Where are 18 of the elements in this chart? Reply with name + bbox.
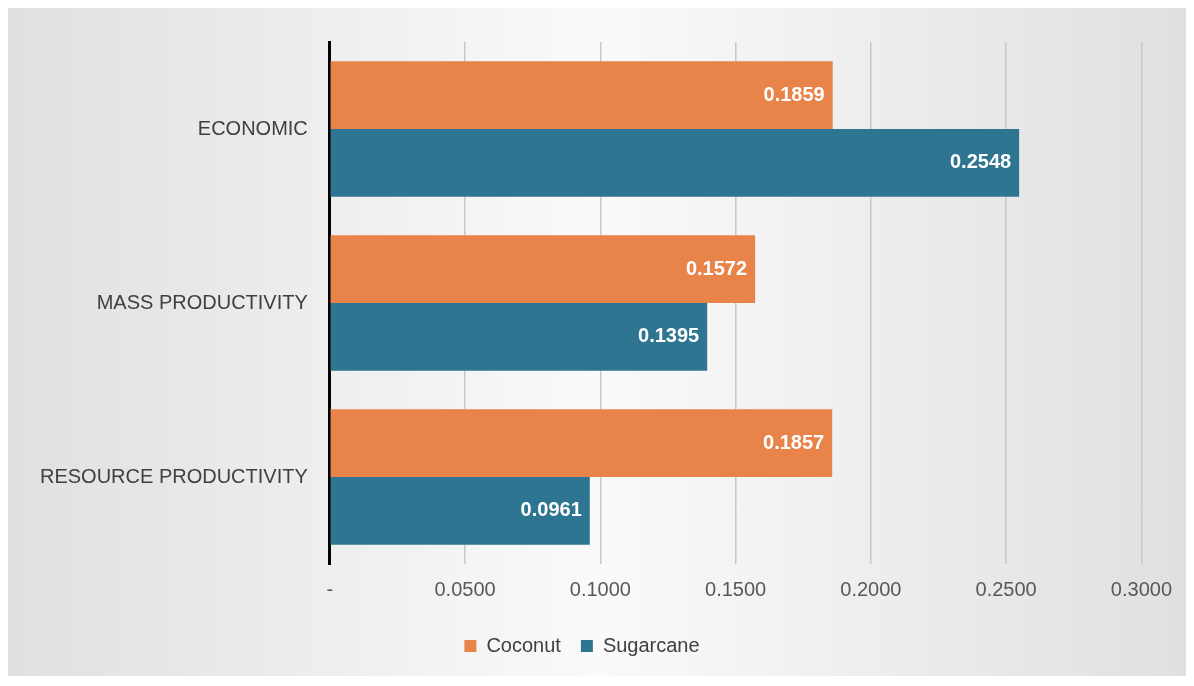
data-label: 0.1572 bbox=[685, 256, 748, 279]
x-tick-label: 0.2000 bbox=[840, 577, 902, 600]
data-label: 0.2548 bbox=[949, 150, 1012, 173]
x-tick-label: 0.3000 bbox=[1110, 577, 1172, 600]
x-tick-label: - bbox=[326, 577, 334, 600]
data-label: 0.1859 bbox=[763, 82, 825, 105]
legend-label: Sugarcane bbox=[602, 633, 700, 656]
legend-label: Coconut bbox=[486, 633, 562, 656]
y-tick-label: ECONOMIC bbox=[197, 116, 308, 139]
y-tick-label: RESOURCE PRODUCTIVITY bbox=[39, 464, 308, 487]
y-tick-label: MASS PRODUCTIVITY bbox=[96, 290, 308, 313]
data-label: 0.1857 bbox=[763, 430, 825, 453]
data-label: 0.1395 bbox=[638, 324, 700, 347]
x-tick-label: 0.1500 bbox=[705, 577, 767, 600]
x-tick-label: 0.1000 bbox=[569, 577, 631, 600]
x-tick-label: 0.0500 bbox=[434, 577, 496, 600]
data-label: 0.0961 bbox=[520, 498, 582, 521]
x-tick-label: 0.2500 bbox=[975, 577, 1037, 600]
